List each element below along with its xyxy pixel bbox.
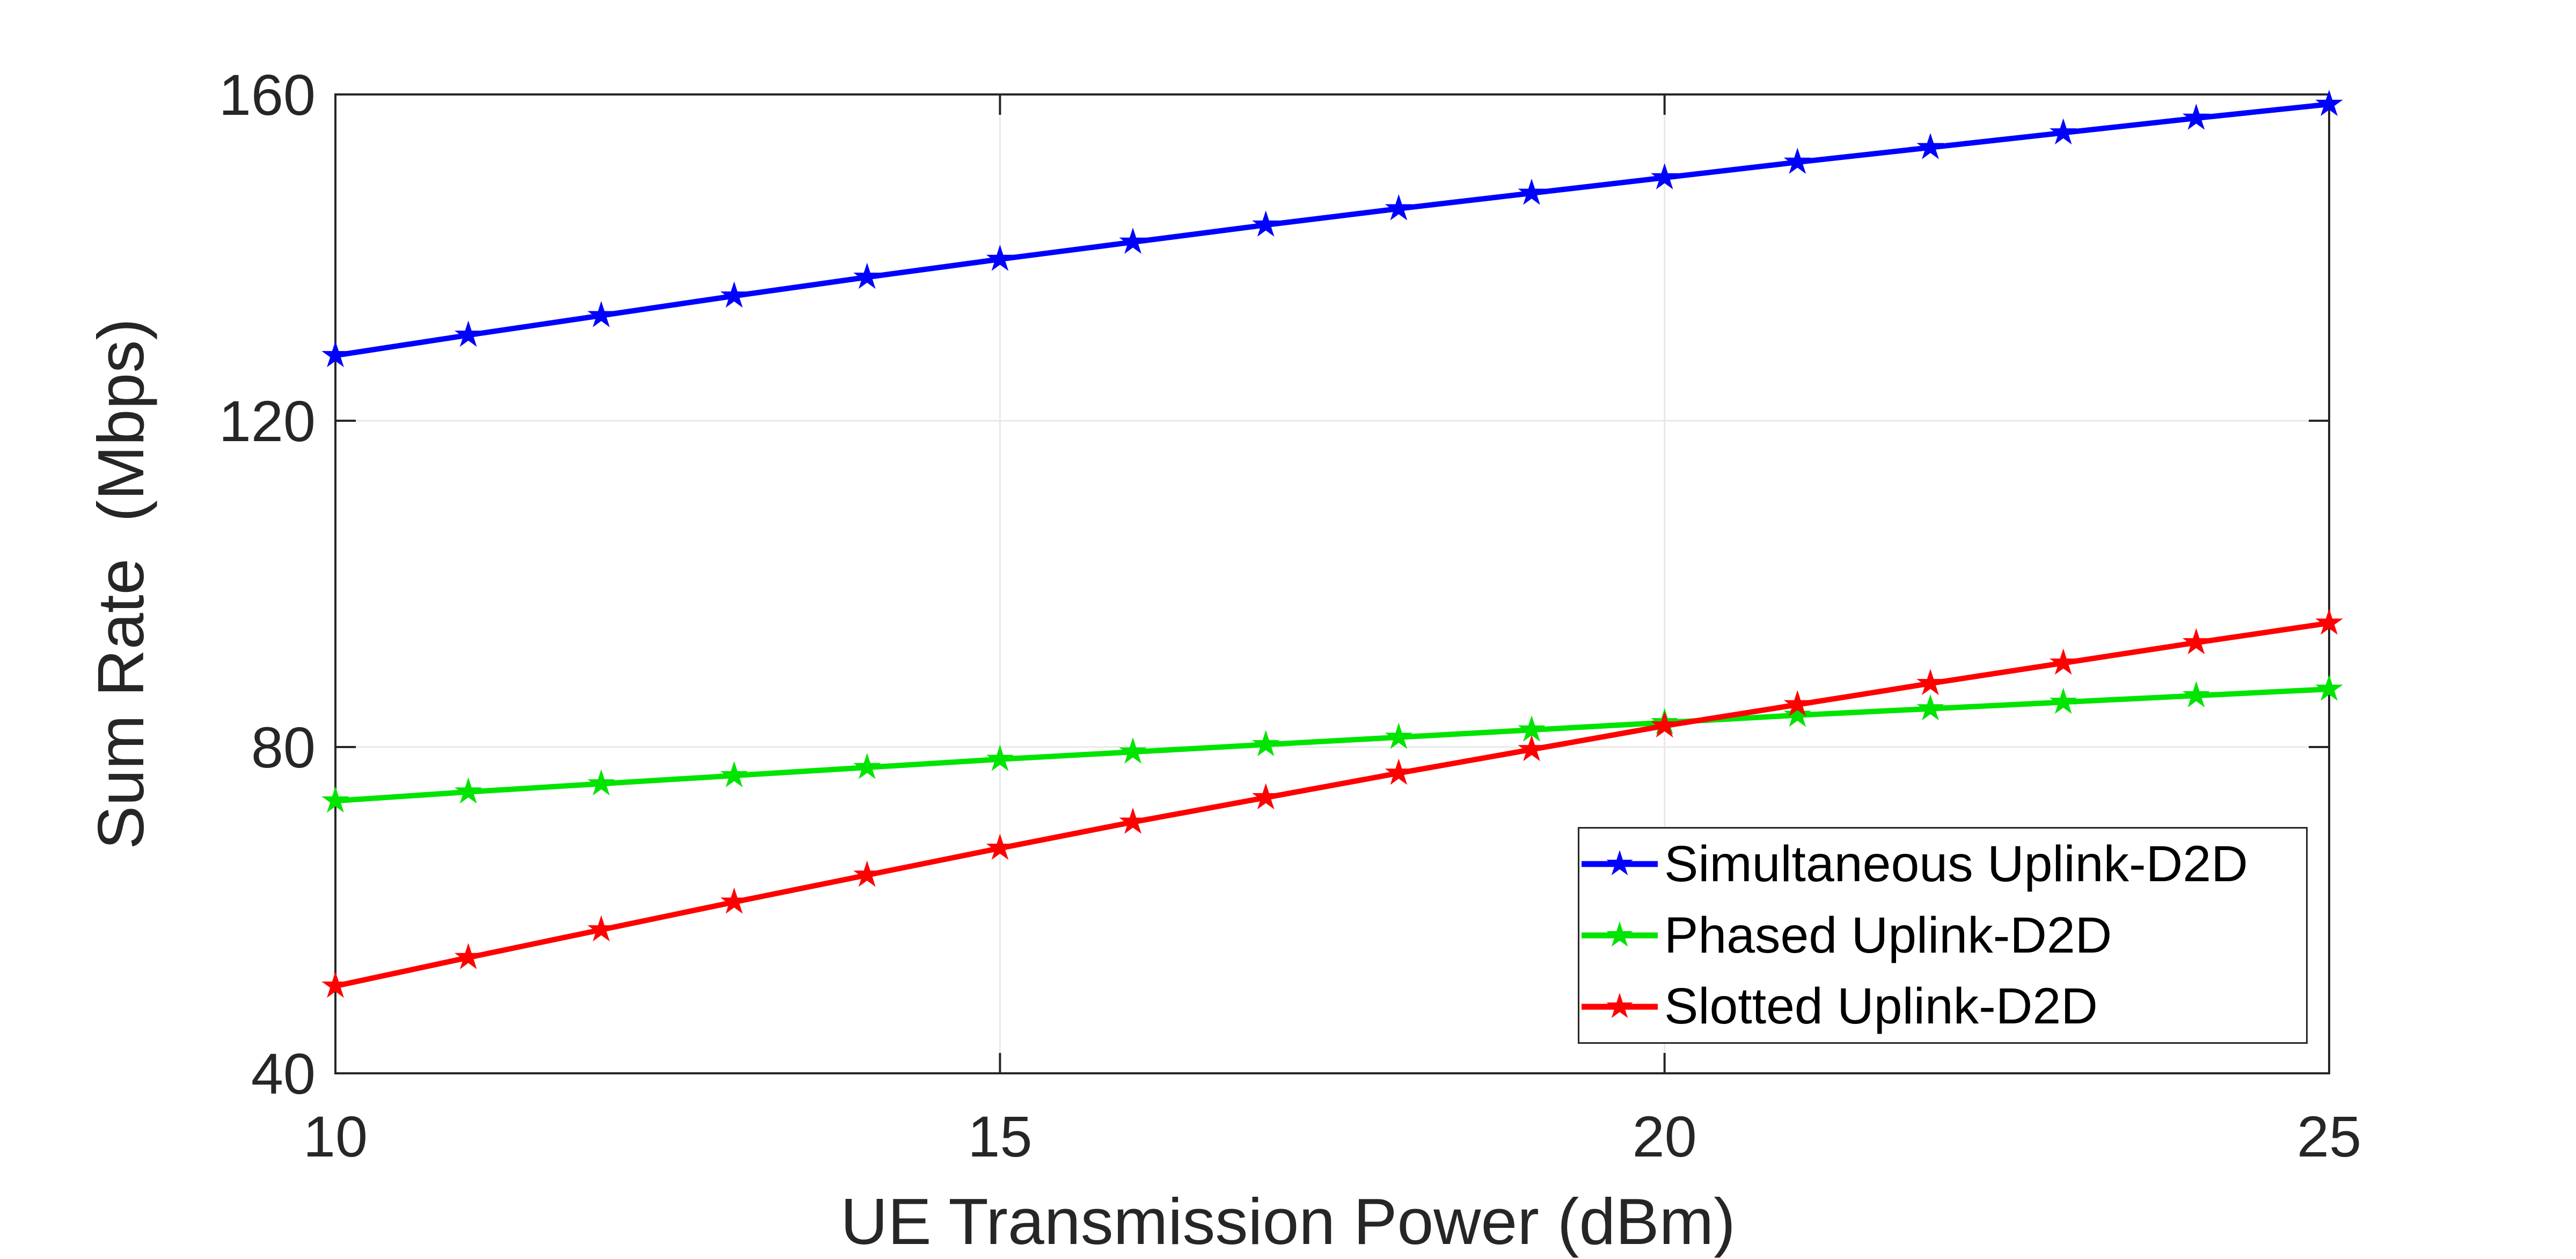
data-point-star-icon (853, 860, 881, 887)
y-tick-label: 120 (219, 389, 316, 453)
data-point-star-icon (1916, 694, 1944, 721)
data-point-star-icon (1119, 807, 1147, 834)
data-point-star-icon (2050, 118, 2077, 145)
data-point-star-icon (2182, 628, 2210, 655)
x-tick-label: 15 (968, 1104, 1032, 1169)
data-point-star-icon (720, 281, 748, 308)
data-point-star-icon (587, 915, 615, 942)
data-point-star-icon (1119, 228, 1147, 254)
data-point-star-icon (455, 777, 482, 804)
data-point-star-icon (1385, 722, 1413, 749)
data-point-star-icon (1783, 700, 1811, 727)
data-point-star-icon (853, 753, 881, 779)
data-point-star-icon (1385, 758, 1413, 785)
data-point-star-icon (455, 943, 482, 969)
data-point-star-icon (321, 786, 349, 813)
legend-label: Simultaneous Uplink-D2D (1664, 835, 2248, 892)
data-point-star-icon (1385, 194, 1413, 221)
data-point-star-icon (321, 341, 349, 368)
plot-box (334, 93, 2330, 1074)
data-point-star-icon (1651, 711, 1679, 738)
data-point-star-icon (1783, 148, 1811, 174)
data-point-star-icon (321, 971, 349, 998)
series-line (335, 101, 2330, 358)
legend-marker-star-icon (1582, 921, 1658, 947)
legend-marker-star-icon (1582, 850, 1658, 876)
x-axis-label: UE Transmission Power (dBm) (840, 1185, 1736, 1258)
y-tick-label: 40 (251, 1041, 316, 1106)
x-tick-label: 25 (2297, 1104, 2361, 1169)
data-point-star-icon (1916, 669, 1944, 696)
data-point-star-icon (1252, 730, 1280, 757)
legend-label: Phased Uplink-D2D (1664, 906, 2112, 964)
data-point-star-icon (2050, 687, 2077, 714)
data-point-star-icon (1783, 690, 1811, 716)
data-point-star-icon (2315, 609, 2343, 635)
data-point-star-icon (986, 744, 1014, 771)
data-point-star-icon (1518, 715, 1546, 742)
data-point-star-icon (2182, 104, 2210, 130)
data-point-star-icon (1518, 735, 1546, 762)
legend-row: Phased Uplink-D2D (1579, 900, 2306, 971)
data-point-star-icon (587, 769, 615, 796)
data-point-star-icon (2050, 648, 2077, 675)
data-point-star-icon (1518, 178, 1546, 205)
data-point-star-icon (1119, 737, 1147, 764)
series-line (335, 686, 2330, 804)
y-tick-label: 160 (219, 62, 316, 127)
y-tick-label: 80 (251, 715, 316, 780)
data-point-star-icon (1651, 163, 1679, 189)
y-axis-label: Sum Rate (Mbps) (84, 318, 157, 850)
data-point-star-icon (1252, 210, 1280, 237)
data-point-star-icon (853, 262, 881, 289)
series-line (334, 620, 2330, 989)
legend-label: Slotted Uplink-D2D (1664, 978, 2098, 1035)
data-point-star-icon (2182, 681, 2210, 708)
data-point-star-icon (720, 887, 748, 914)
legend-row: Slotted Uplink-D2D (1579, 971, 2306, 1042)
data-point-star-icon (2315, 675, 2343, 701)
data-point-star-icon (2315, 90, 2343, 116)
x-tick-label: 20 (1633, 1104, 1697, 1169)
data-point-star-icon (587, 301, 615, 327)
data-point-star-icon (1916, 133, 1944, 159)
data-point-star-icon (720, 761, 748, 787)
legend-row: Simultaneous Uplink-D2D (1579, 829, 2306, 900)
data-point-star-icon (986, 833, 1014, 860)
legend: Simultaneous Uplink-D2D Phased Uplink-D2… (1578, 827, 2308, 1044)
data-point-star-icon (1252, 783, 1280, 810)
data-point-star-icon (986, 245, 1014, 271)
x-tick-label: 10 (303, 1104, 368, 1169)
data-point-star-icon (455, 320, 482, 347)
legend-marker-star-icon (1582, 992, 1658, 1018)
